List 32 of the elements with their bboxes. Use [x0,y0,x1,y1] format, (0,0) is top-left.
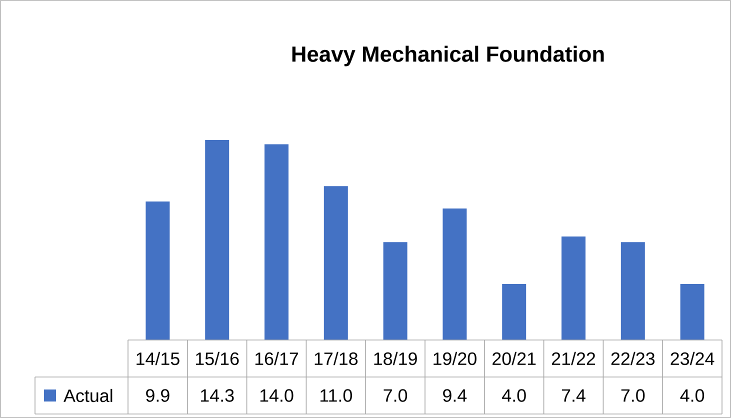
data-label: 7.0 [621,389,645,402]
bar [442,208,467,340]
x-tick-label: 21/22 [552,352,596,366]
bar [620,242,645,340]
legend-label: Actual [64,388,112,402]
data-label: 7.0 [384,389,408,402]
x-tick-label: 16/17 [255,352,298,366]
bar [383,242,408,340]
bar [324,186,348,340]
bar [146,202,170,340]
x-tick-label: 14/15 [136,352,180,366]
data-label: 14.3 [201,389,234,402]
data-label: 9.9 [146,389,170,402]
data-label: 7.4 [562,389,586,402]
bar [205,140,230,340]
x-tick-label: 15/16 [196,352,239,366]
data-label: 9.4 [443,389,467,402]
data-label: 11.0 [320,389,352,402]
x-tick-label: 18/19 [374,352,417,366]
x-tick-label: 23/24 [670,352,714,366]
data-label: 4.0 [502,389,526,402]
x-tick-label: 17/18 [314,352,358,366]
x-tick-label: 19/20 [434,352,476,366]
data-label: 4.0 [680,389,704,402]
chart-title: Heavy Mechanical Foundation [292,46,604,66]
bar [562,236,586,340]
x-tick-label: 22/23 [611,352,655,366]
x-tick-label: 20/21 [492,352,536,366]
bar [502,284,526,340]
bar [264,144,289,340]
bar [680,284,704,340]
data-label: 14.0 [260,389,294,402]
